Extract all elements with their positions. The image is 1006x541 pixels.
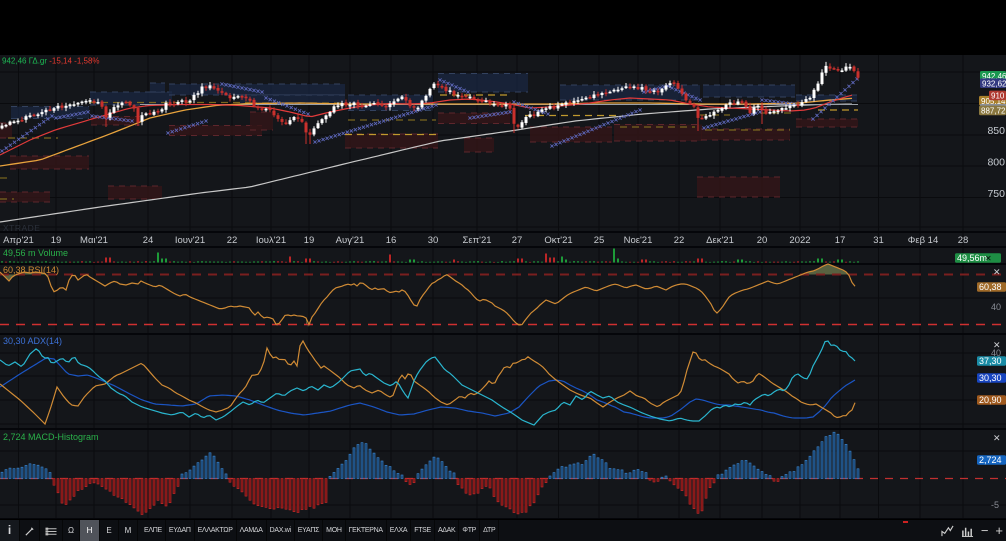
svg-text:30: 30 — [428, 235, 439, 246]
svg-text:30,30: 30,30 — [979, 373, 1002, 383]
svg-text:Φεβ 14: Φεβ 14 — [908, 235, 939, 246]
svg-text:60,38 RSI(14): 60,38 RSI(14) — [3, 265, 59, 275]
svg-text:Αυγ'21: Αυγ'21 — [336, 235, 365, 246]
svg-text:19: 19 — [304, 235, 315, 246]
svg-text:30,30 ADX(14): 30,30 ADX(14) — [3, 336, 62, 346]
svg-text:932,62: 932,62 — [982, 79, 1006, 88]
svg-text:800: 800 — [987, 157, 1005, 169]
svg-text:✕: ✕ — [993, 433, 1001, 443]
svg-text:Απρ'21: Απρ'21 — [3, 235, 34, 246]
svg-text:750: 750 — [987, 188, 1005, 200]
svg-text:20: 20 — [757, 235, 768, 246]
svg-text:31: 31 — [873, 235, 884, 246]
svg-text:27: 27 — [512, 235, 523, 246]
svg-text:17: 17 — [835, 235, 846, 246]
svg-text:✕: ✕ — [985, 254, 992, 263]
svg-text:-5: -5 — [991, 500, 999, 510]
svg-text:22: 22 — [674, 235, 685, 246]
svg-text:905,14: 905,14 — [981, 97, 1006, 106]
svg-text:Ιουν'21: Ιουν'21 — [175, 235, 205, 246]
svg-text:Νοε'21: Νοε'21 — [624, 235, 653, 246]
svg-text:60,38: 60,38 — [979, 282, 1002, 292]
svg-text:49,56m: 49,56m — [957, 253, 987, 263]
svg-text:✕: ✕ — [993, 340, 1001, 350]
svg-text:24: 24 — [143, 235, 154, 246]
svg-text:2,724: 2,724 — [979, 455, 1002, 465]
svg-text:Σεπ'21: Σεπ'21 — [462, 235, 491, 246]
svg-text:Μαι'21: Μαι'21 — [80, 235, 108, 246]
svg-text:Δεκ'21: Δεκ'21 — [706, 235, 734, 246]
svg-text:19: 19 — [51, 235, 62, 246]
svg-text:✕: ✕ — [993, 267, 1001, 277]
svg-text:Ιουλ'21: Ιουλ'21 — [256, 235, 286, 246]
svg-text:XTRADE: XTRADE — [3, 223, 40, 233]
svg-text:942,46 ΓΔ.gr -15,14 -1,58%: 942,46 ΓΔ.gr -15,14 -1,58% — [2, 57, 100, 66]
svg-text:910: 910 — [991, 92, 1005, 101]
svg-text:25: 25 — [594, 235, 605, 246]
svg-text:850: 850 — [987, 125, 1005, 137]
svg-text:2022: 2022 — [789, 235, 810, 246]
svg-text:37,30: 37,30 — [979, 356, 1002, 366]
svg-text:49,56 m Volume: 49,56 m Volume — [3, 248, 68, 258]
svg-text:40: 40 — [991, 348, 1001, 358]
svg-text:942,46: 942,46 — [982, 72, 1006, 81]
svg-text:887,72: 887,72 — [981, 107, 1006, 116]
svg-text:20,90: 20,90 — [979, 395, 1002, 405]
svg-text:28: 28 — [958, 235, 969, 246]
svg-text:Οκτ'21: Οκτ'21 — [544, 235, 572, 246]
svg-text:2,724 MACD-Histogram: 2,724 MACD-Histogram — [3, 432, 99, 442]
svg-text:22: 22 — [227, 235, 238, 246]
svg-text:16: 16 — [386, 235, 397, 246]
svg-text:40: 40 — [991, 302, 1001, 312]
